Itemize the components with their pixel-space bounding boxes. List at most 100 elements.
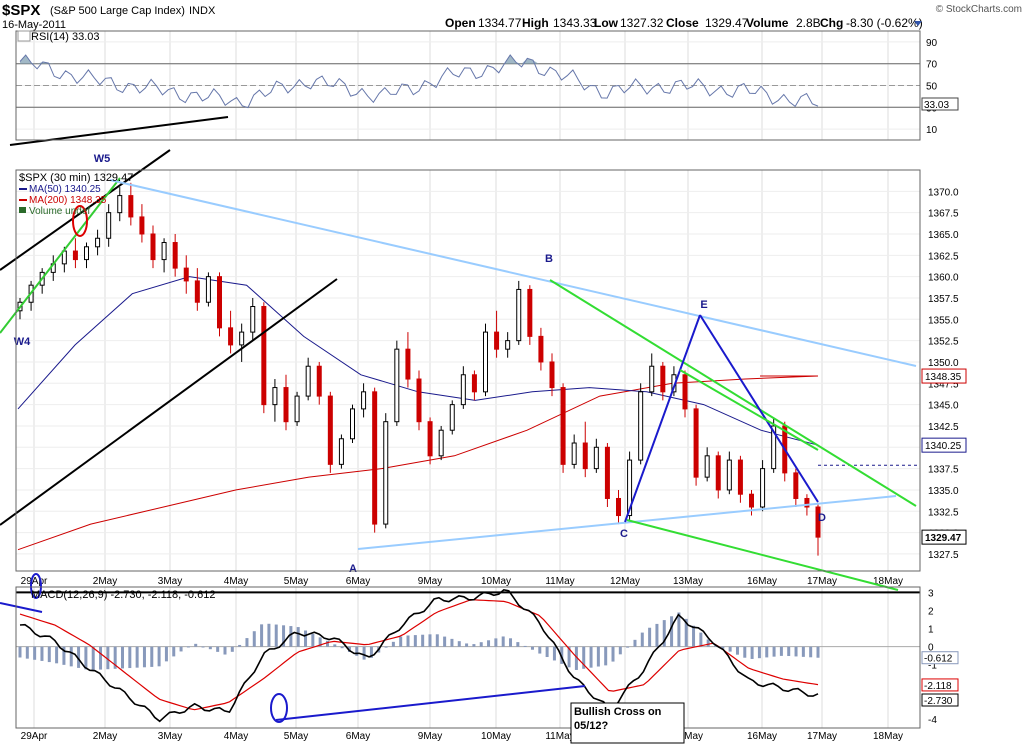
macd-histogram-bar <box>318 637 322 647</box>
close-label: Close <box>666 16 699 30</box>
symbol: $SPX <box>2 2 40 19</box>
macd-histogram-bar <box>655 623 659 647</box>
ma50-legend: MA(50) 1340.25 <box>29 184 101 195</box>
macd-histogram-bar <box>238 644 242 647</box>
price-tick-label: 1365.0 <box>928 230 959 241</box>
candle-body <box>771 425 777 470</box>
chevron-down-icon[interactable] <box>914 21 922 26</box>
macd-histogram-bar <box>99 646 103 670</box>
macd-histogram-bar <box>706 639 710 647</box>
rsi-settings-icon[interactable] <box>17 30 31 42</box>
macd-histogram-bar <box>757 646 761 659</box>
wave-label: W4 <box>14 336 31 348</box>
light-blue-lower-trend <box>357 495 897 550</box>
macd-x-label: 4May <box>224 731 248 742</box>
symbol-name: (S&P 500 Large Cap Index) <box>50 5 185 17</box>
macd-histogram-bar <box>245 638 249 647</box>
macd-value-label: -2.118 <box>924 681 952 692</box>
macd-histogram-bar <box>172 646 176 657</box>
candle-body <box>660 365 666 393</box>
macd-x-label: 3May <box>158 731 182 742</box>
macd-histogram-bar <box>816 646 820 658</box>
macd-histogram-bar <box>391 641 395 647</box>
macd-histogram-bar <box>794 646 798 657</box>
rsi-tick-label: 50 <box>926 82 938 93</box>
candle-body <box>749 493 754 508</box>
macd-histogram-bar <box>120 646 124 669</box>
macd-histogram-bar <box>260 624 264 647</box>
macd-histogram-bar <box>413 635 417 647</box>
price-tick-label: 1345.0 <box>928 401 959 412</box>
macd-value-tag <box>921 693 959 707</box>
macd-highlight-ellipse <box>270 693 288 723</box>
macd-histogram-bar <box>692 625 696 647</box>
macd-histogram-bar <box>201 646 205 648</box>
macd-blue-trend <box>275 685 586 721</box>
price-tick-label: 1327.5 <box>928 550 959 561</box>
macd-histogram-bar <box>304 630 308 647</box>
candle-body <box>616 497 621 517</box>
candle-body <box>205 276 211 303</box>
price-panel-frame <box>15 169 921 572</box>
price-x-label: 5May <box>284 576 308 587</box>
wave-label: B <box>545 253 553 265</box>
candle-body <box>261 306 267 406</box>
macd-title: MACD(12,26,9) -2.730, -2.118, -0.612 <box>31 589 215 601</box>
macd-histogram-bar <box>384 646 388 648</box>
macd-histogram-bar <box>801 646 805 657</box>
macd-histogram-bar <box>670 616 674 647</box>
macd-histogram-bar <box>552 646 556 661</box>
price-tick-label: 1337.5 <box>928 465 959 476</box>
macd-x-label: 29Apr <box>21 731 48 742</box>
candle-body <box>815 506 821 538</box>
macd-histogram-bar <box>421 634 425 647</box>
open-value: 1334.77 <box>478 16 522 30</box>
candle-body <box>604 446 610 499</box>
macd-value-label: -2.730 <box>924 696 953 707</box>
macd-histogram-bar <box>113 646 117 669</box>
macd-histogram-bar <box>779 646 783 656</box>
candle-body <box>172 242 178 269</box>
volume-legend-swatch <box>19 207 26 213</box>
price-legend-title: $SPX (30 min) 1329.47 <box>19 172 133 184</box>
candle-body <box>560 387 566 465</box>
macd-histogram-bar <box>128 646 132 669</box>
candle-body <box>715 455 721 491</box>
candle-body <box>338 438 344 465</box>
candle-body <box>117 195 123 214</box>
macd-histogram-bar <box>135 646 139 668</box>
volume-label: Volume <box>746 16 789 30</box>
price-tick-label: 1342.5 <box>928 422 959 433</box>
candle-body <box>150 233 156 261</box>
price-tick-label: 1335.0 <box>928 486 959 497</box>
macd-histogram-bar <box>523 645 527 647</box>
macd-x-label: 5May <box>284 731 308 742</box>
macd-histogram-bar <box>604 646 608 666</box>
macd-histogram-bar <box>62 646 66 665</box>
macd-blue-trend-left <box>0 602 43 613</box>
macd-histogram-bar <box>208 646 212 650</box>
candle-body <box>593 446 599 470</box>
rsi-value-tag <box>921 97 959 111</box>
macd-histogram-bar <box>435 634 439 647</box>
candle-body <box>228 327 234 346</box>
candle-body <box>704 455 710 478</box>
price-value-label: 1329.47 <box>925 533 962 544</box>
macd-histogram-bar <box>479 642 483 647</box>
candle-body <box>527 288 533 337</box>
macd-histogram-bar <box>355 646 359 656</box>
price-value-tag <box>921 437 967 453</box>
callout-box <box>570 702 685 744</box>
macd-tick-label: 1 <box>928 625 934 636</box>
high-value: 1343.33 <box>553 16 597 30</box>
macd-histogram-bar <box>684 618 688 647</box>
candle-body <box>394 348 400 423</box>
candle-body <box>494 331 500 350</box>
macd-highlight-ellipse-left <box>30 573 42 599</box>
price-tick-label: 1367.5 <box>928 209 959 220</box>
chg-label: Chg <box>820 16 843 30</box>
candle-body <box>471 374 477 393</box>
macd-histogram-bar <box>164 646 168 662</box>
candle-body <box>305 365 311 397</box>
macd-histogram-bar <box>530 646 534 650</box>
